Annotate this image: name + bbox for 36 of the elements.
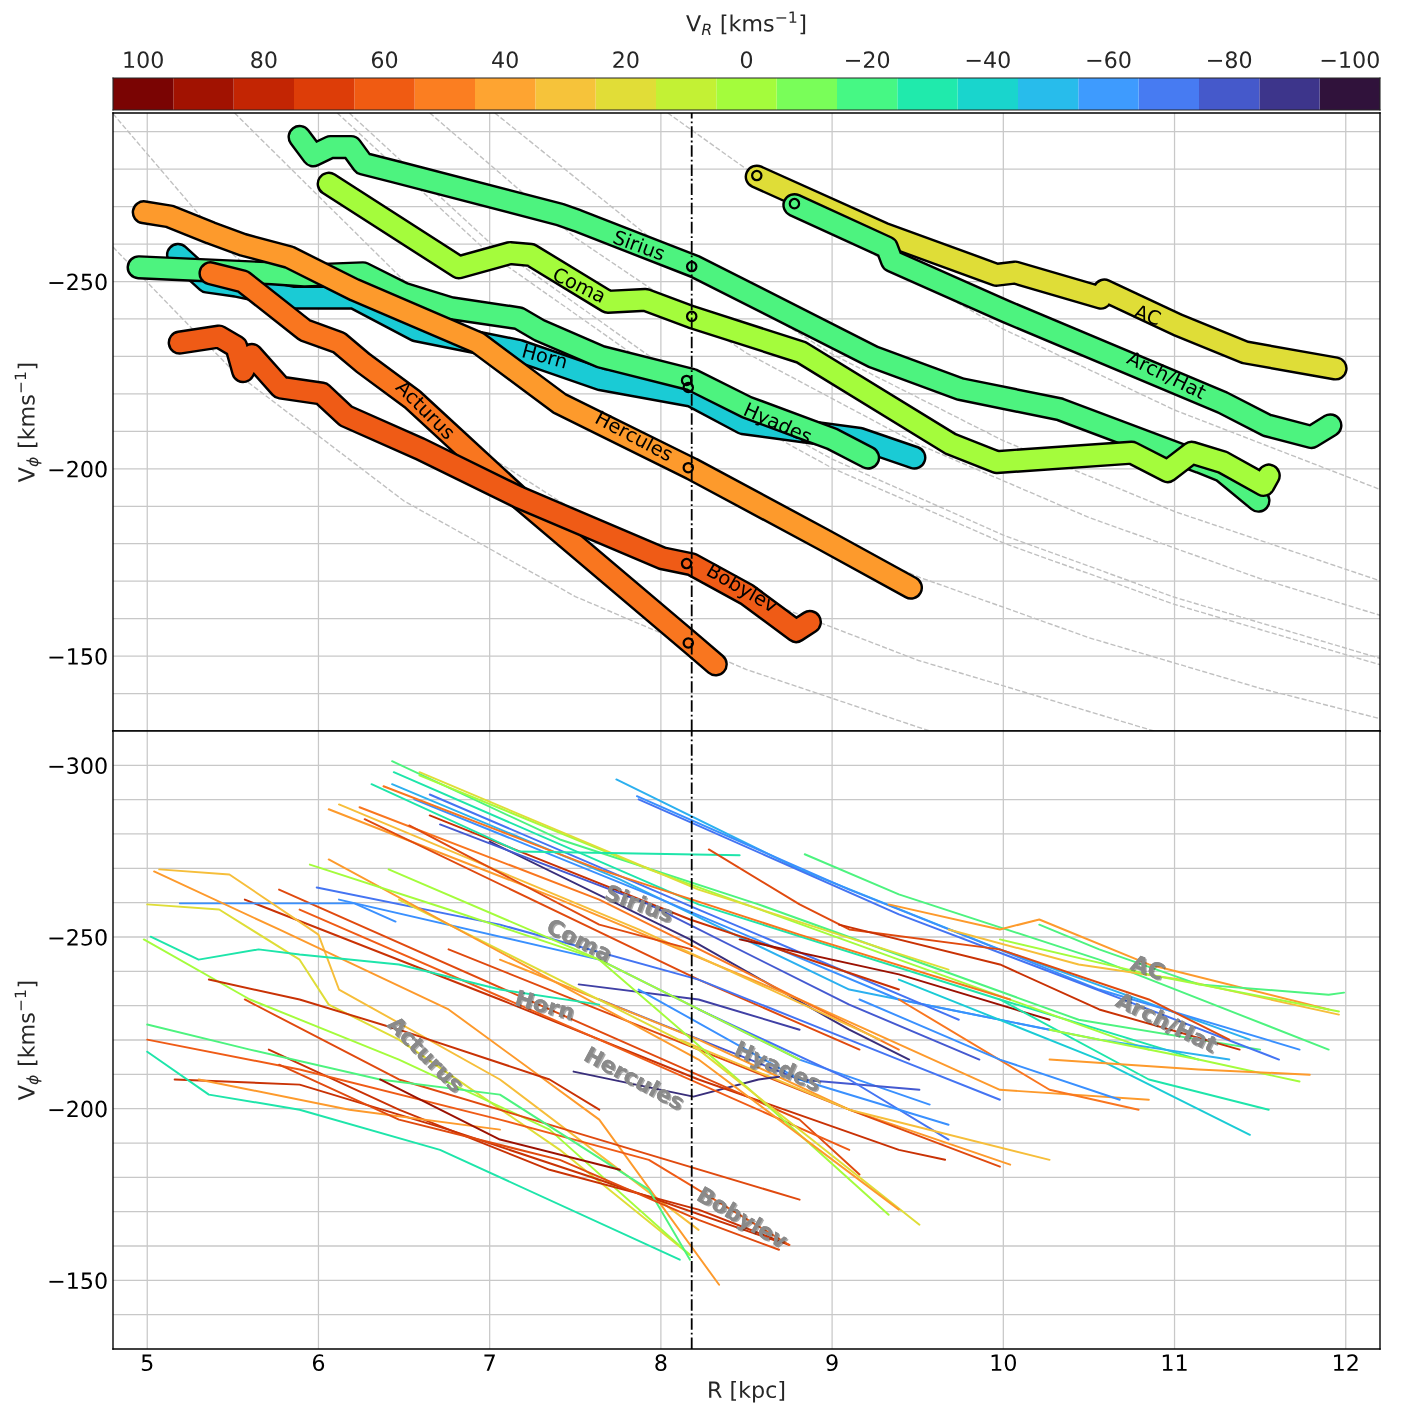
color-bar-label: 0: [740, 51, 753, 69]
x-tick-label: 7: [484, 1354, 495, 1371]
x-tick-label: 8: [655, 1354, 667, 1372]
y-axis-title: V$_{ϕ}$ [kms$^{−1}$]: [14, 981, 42, 1101]
color-bar-label: −20: [846, 51, 890, 69]
x-tick-label: 10: [991, 1354, 1016, 1372]
y-tick-label: −300: [49, 757, 107, 775]
annotation: Horn: [522, 343, 568, 369]
color-bar-label: 60: [371, 51, 398, 69]
x-tick-label: 5: [141, 1354, 153, 1372]
x-tick-label: 11: [1162, 1354, 1187, 1371]
y-tick-label: −150: [49, 1272, 107, 1290]
color-bar-label: 40: [492, 51, 518, 69]
color-bar-title: V$_{R}$ [kms$^{−1}$]: [686, 11, 806, 35]
x-tick-label: 12: [1334, 1354, 1358, 1371]
color-bar-label: −60: [1087, 51, 1131, 69]
color-bar-label: 20: [613, 51, 639, 69]
annotation: AC: [1129, 953, 1167, 981]
color-bar-label: −40: [966, 51, 1010, 69]
y-tick-label: −200: [49, 1100, 107, 1118]
y-tick-label: −150: [49, 648, 107, 665]
y-tick-label: −200: [49, 460, 107, 478]
color-bar-label: −100: [1321, 51, 1379, 69]
annotation: Sirius: [612, 229, 667, 261]
y-tick-label: −250: [49, 273, 107, 291]
color-bar-label: −80: [1208, 51, 1252, 69]
x-tick-label: 6: [312, 1354, 325, 1372]
color-bar-label: 80: [251, 51, 277, 69]
annotation: Sirius: [604, 883, 675, 924]
annotation: Horn: [515, 989, 575, 1022]
y-tick-label: −250: [49, 928, 107, 946]
x-tick-label: 9: [826, 1354, 838, 1372]
color-bar-label: 100: [124, 51, 163, 69]
annotation: AC: [1132, 303, 1162, 326]
x-axis-title: R [kpc]: [709, 1380, 785, 1403]
y-axis-title: V$_{ϕ}$ [kms$^{−1}$]: [14, 363, 42, 483]
